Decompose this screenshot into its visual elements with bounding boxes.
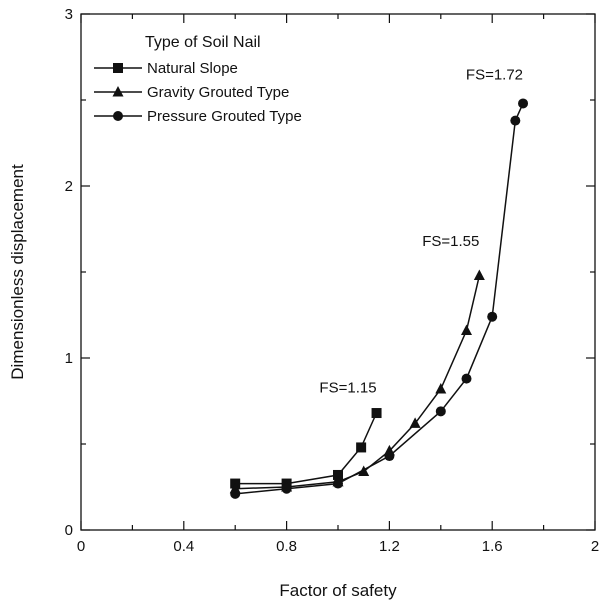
- series-circle: [230, 98, 529, 499]
- data-point: [358, 465, 370, 477]
- data-point: [356, 442, 367, 453]
- data-point: [230, 488, 241, 499]
- data-point: [461, 373, 472, 384]
- x-tick-label: 2: [591, 538, 599, 555]
- legend-label: Gravity Grouted Type: [147, 84, 289, 101]
- x-tick-label: 0.4: [173, 538, 194, 555]
- x-tick-label: 0.8: [276, 538, 297, 555]
- data-point: [384, 451, 395, 462]
- legend-label: Pressure Grouted Type: [147, 108, 302, 125]
- x-axis-title: Factor of safety: [279, 581, 397, 600]
- data-point: [371, 408, 382, 419]
- data-point: [510, 115, 521, 126]
- data-point: [487, 311, 498, 322]
- series-square: [230, 408, 382, 489]
- data-point: [333, 478, 343, 489]
- legend-item: Natural Slope: [94, 60, 238, 77]
- legend-marker: [112, 86, 124, 97]
- x-tick-label: 1.6: [482, 538, 503, 555]
- series-line: [235, 103, 524, 495]
- legend-marker: [113, 111, 123, 121]
- y-axis-title: Dimensionless displacement: [8, 164, 27, 380]
- annotation-label: FS=1.55: [422, 233, 479, 250]
- legend-item: Gravity Grouted Type: [94, 84, 289, 101]
- data-point: [333, 469, 343, 480]
- y-tick-label: 3: [65, 6, 73, 23]
- legend-marker: [113, 63, 123, 73]
- y-tick-label: 2: [65, 178, 73, 195]
- series: [229, 98, 529, 499]
- annotation-label: FS=1.15: [319, 379, 376, 396]
- annotations: FS=1.15 FS=1.55 FS=1.72: [319, 66, 523, 396]
- legend-item: Pressure Grouted Type: [94, 108, 302, 125]
- data-point: [281, 483, 292, 494]
- data-point: [409, 417, 421, 428]
- x-tick-label: 1.2: [379, 538, 400, 555]
- data-point: [518, 98, 529, 109]
- y-tick-label: 1: [65, 350, 73, 367]
- legend-label: Natural Slope: [147, 60, 238, 77]
- annotation-label: FS=1.72: [466, 66, 523, 83]
- legend: Type of Soil Nail Natural Slope Gravity Gr…: [94, 34, 302, 125]
- x-tick-label: 0: [77, 538, 85, 555]
- data-point: [435, 406, 446, 417]
- data-point: [473, 269, 485, 280]
- data-point: [435, 382, 447, 394]
- legend-title: Type of Soil Nail: [145, 34, 261, 51]
- y-tick-label: 0: [65, 522, 73, 539]
- data-point: [461, 324, 472, 335]
- series-line: [235, 412, 378, 485]
- ticks: 0 1 2 3 0 0.4 0.8 1.2 1.6 2: [65, 6, 600, 555]
